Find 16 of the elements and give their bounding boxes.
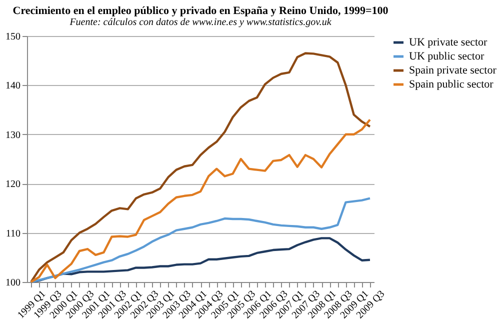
legend-label: Spain public sector [409, 78, 494, 90]
legend-label: UK public sector [409, 50, 484, 62]
line-series [30, 197, 372, 284]
y-tick-label: 150 [6, 32, 20, 42]
chart-subtitle: Fuente: cálculos con datos de www.ine.es y www.statistics.gov.uk [68, 17, 332, 28]
y-tick-label: 100 [6, 278, 20, 288]
y-tick-label: 130 [6, 130, 20, 141]
y-tick-label: 110 [6, 228, 20, 240]
line-series [30, 118, 372, 284]
line-series [30, 237, 372, 284]
line-series [30, 52, 372, 284]
chart-title: Crecimiento en el empleo público y privado en España y Reino Unido, 1999=100 [12, 5, 389, 17]
y-tick-label: 140 [6, 80, 20, 92]
y-tick-label: 120 [6, 179, 20, 190]
legend-label: UK private sector [409, 36, 488, 48]
legend-label: Spain private sector [409, 64, 497, 76]
